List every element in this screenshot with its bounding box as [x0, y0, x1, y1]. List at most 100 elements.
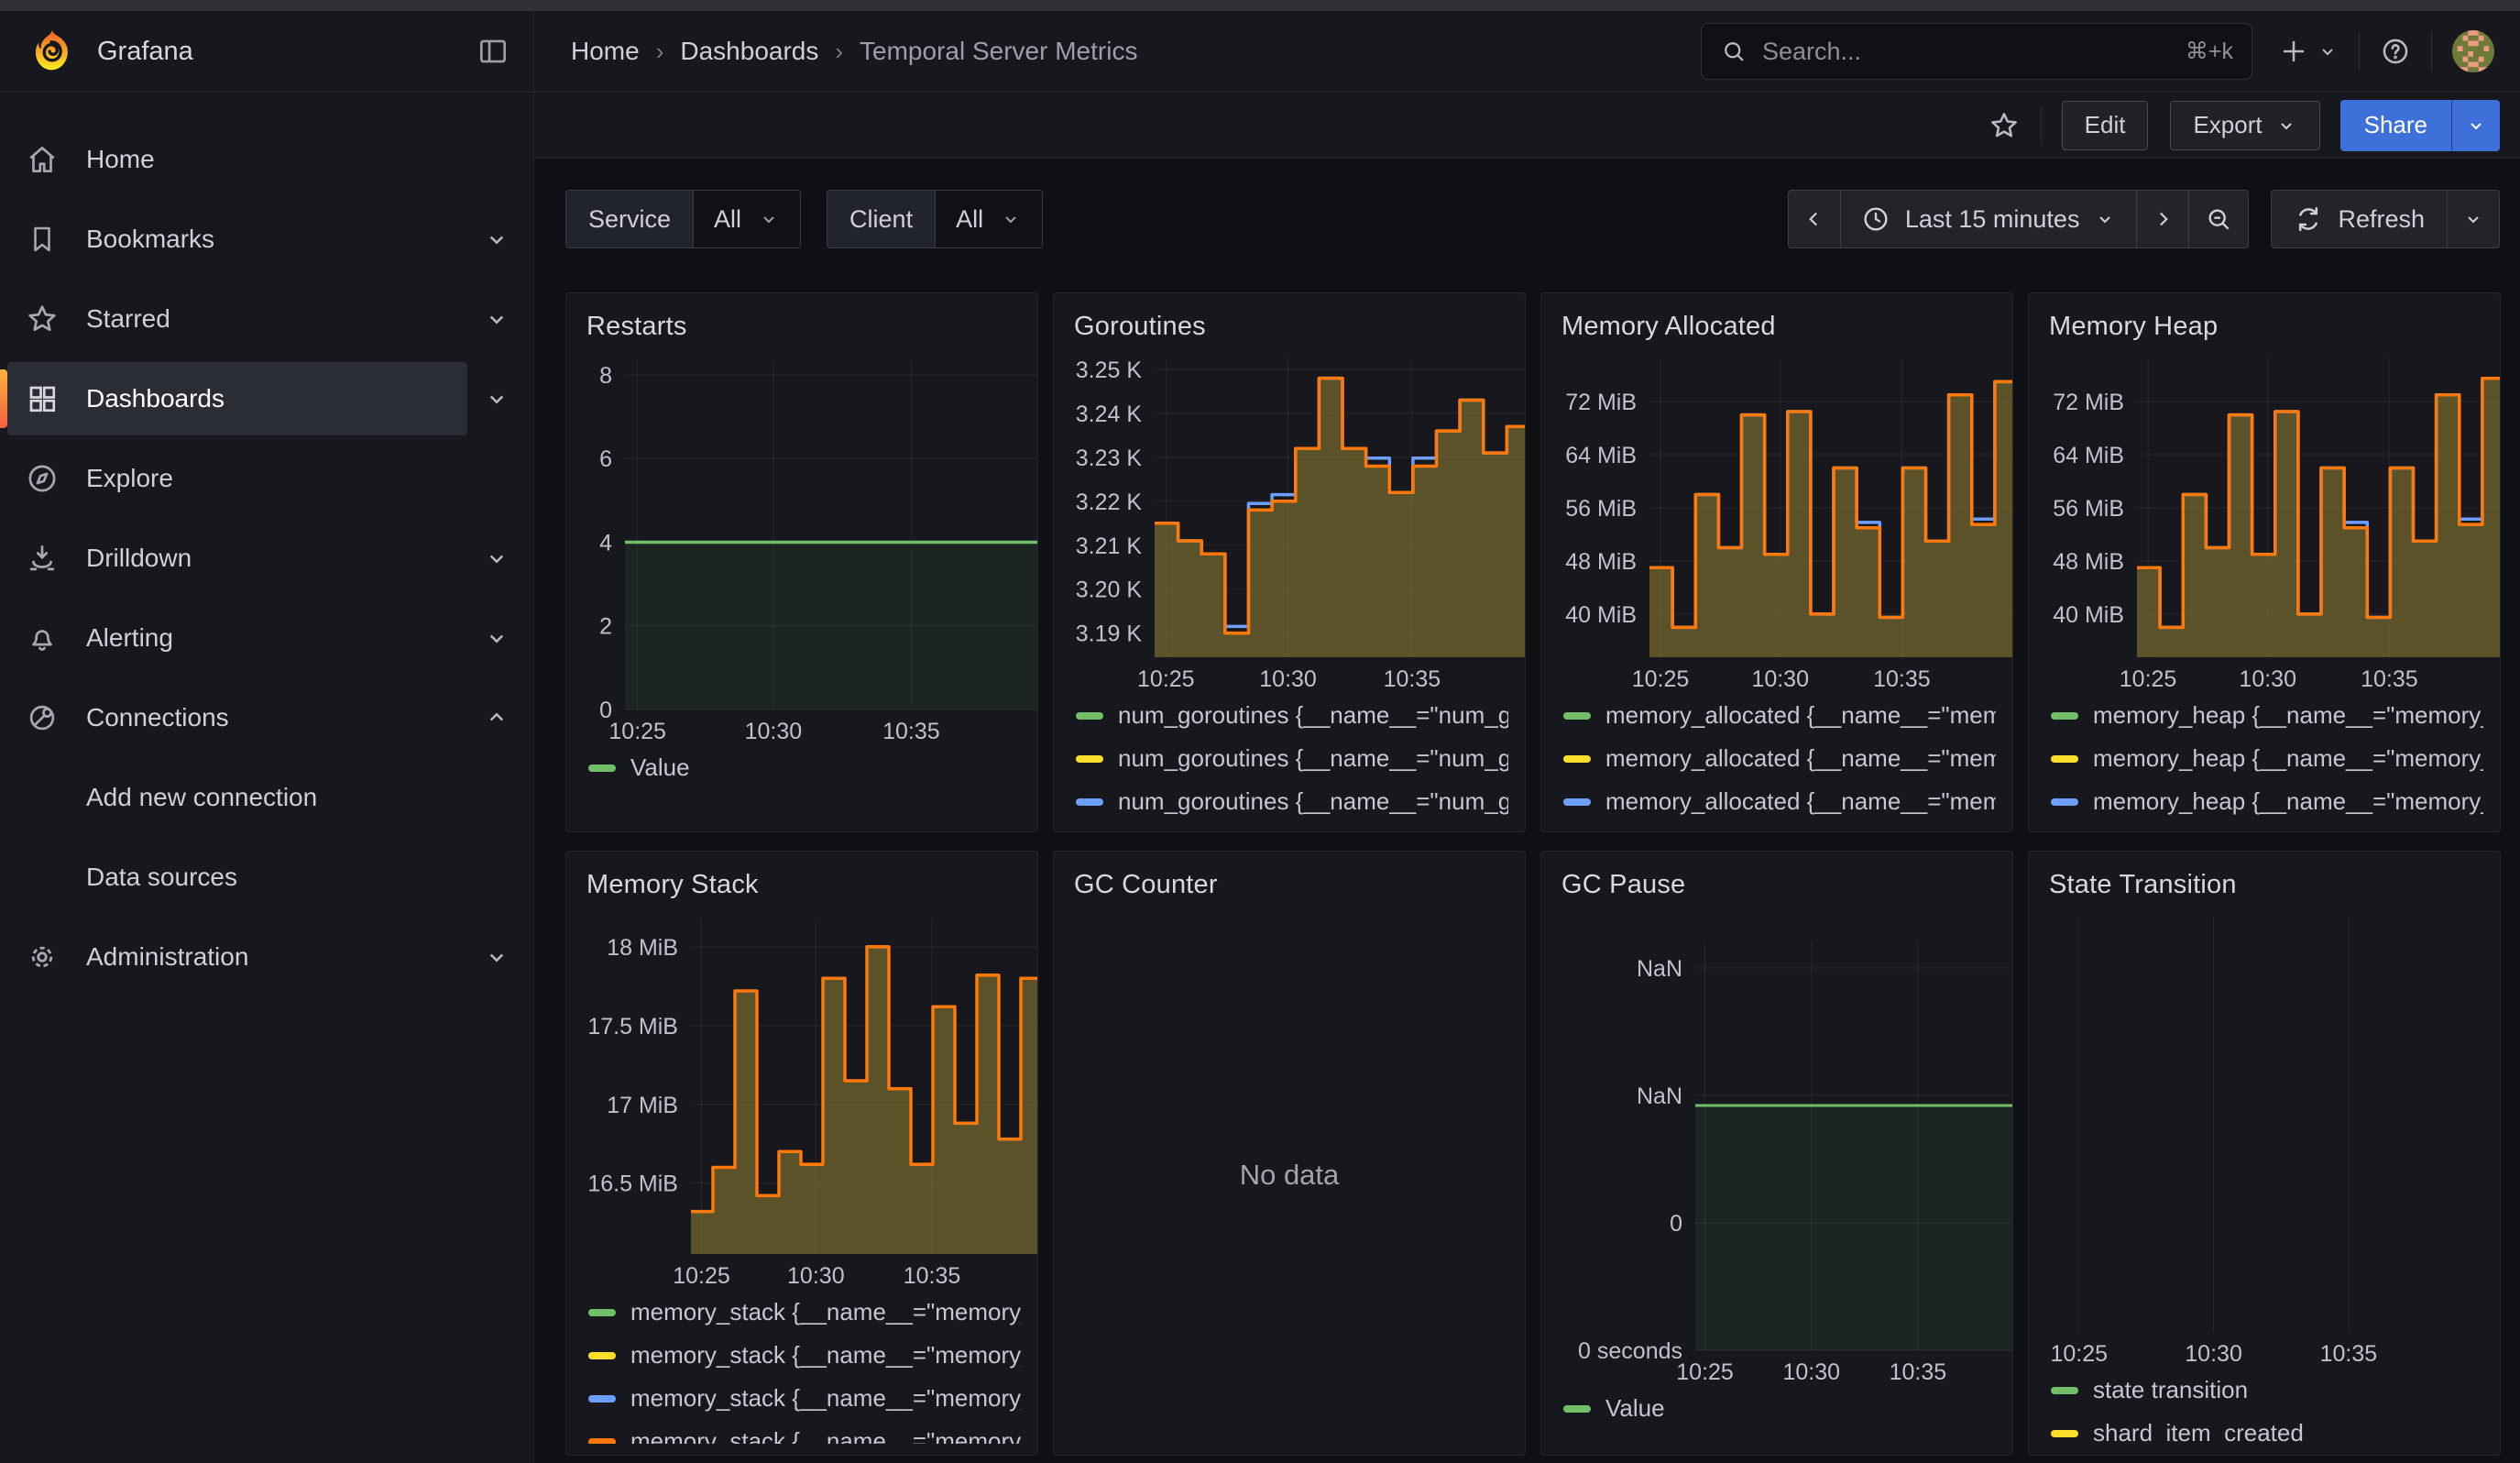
- chevron-down-icon[interactable]: [2317, 40, 2339, 62]
- legend-swatch[interactable]: [1563, 1405, 1591, 1413]
- chevron-up-icon[interactable]: [467, 704, 526, 732]
- memory-allocated-chart[interactable]: 40 MiB48 MiB56 MiB64 MiB72 MiB10:2510:30…: [1558, 347, 2013, 694]
- search-box[interactable]: ⌘+k: [1701, 23, 2252, 80]
- legend-item: num_goroutines {__name__="num_go: [1076, 694, 1508, 737]
- panel-title[interactable]: GC Counter: [1070, 863, 1508, 906]
- legend-label[interactable]: Value: [1605, 1394, 1665, 1423]
- time-back-button[interactable]: [1788, 190, 1841, 248]
- svg-text:17 MiB: 17 MiB: [607, 1093, 678, 1118]
- legend-label[interactable]: memory_allocated {__name__="memo: [1605, 744, 1996, 773]
- sidebar-item-explore[interactable]: Explore: [0, 442, 526, 515]
- legend-label[interactable]: memory_heap {__name__="memory_h: [2093, 701, 2483, 730]
- panel-title[interactable]: Memory Allocated: [1558, 304, 1996, 347]
- goroutines-chart[interactable]: 3.19 K3.20 K3.21 K3.22 K3.23 K3.24 K3.25…: [1070, 347, 1526, 694]
- legend-label[interactable]: state transition: [2093, 1376, 2248, 1404]
- refresh-interval-button[interactable]: [2448, 190, 2500, 248]
- legend-swatch[interactable]: [588, 1352, 616, 1359]
- sidebar-item-drilldown[interactable]: Drilldown: [0, 522, 526, 595]
- zoom-out-button[interactable]: [2189, 190, 2249, 248]
- legend-label[interactable]: memory_heap {__name__="memory_h: [2093, 787, 2483, 816]
- svg-text:72 MiB: 72 MiB: [2053, 390, 2124, 415]
- legend-swatch[interactable]: [1563, 798, 1591, 806]
- svg-text:10:25: 10:25: [673, 1263, 730, 1289]
- panel-title[interactable]: Memory Heap: [2045, 304, 2483, 347]
- legend-swatch[interactable]: [1563, 755, 1591, 763]
- sidebar-item-connections[interactable]: Connections: [0, 681, 526, 754]
- sidebar-item-alerting[interactable]: Alerting: [0, 601, 526, 675]
- panel-title[interactable]: Goroutines: [1070, 304, 1508, 347]
- share-menu-button[interactable]: [2451, 100, 2500, 151]
- time-range-picker[interactable]: Last 15 minutes: [1841, 190, 2138, 248]
- legend-swatch[interactable]: [1563, 712, 1591, 720]
- client-filter-value[interactable]: All: [936, 191, 1042, 248]
- legend-swatch[interactable]: [588, 1395, 616, 1402]
- chevron-down-icon[interactable]: [467, 544, 526, 572]
- sidebar-item-starred[interactable]: Starred: [0, 282, 526, 356]
- legend-label[interactable]: num_goroutines {__name__="num_go: [1118, 701, 1508, 730]
- star-dashboard-icon[interactable]: [1988, 109, 2021, 142]
- chevron-down-icon[interactable]: [467, 943, 526, 971]
- svg-text:72 MiB: 72 MiB: [1565, 390, 1637, 415]
- legend-label[interactable]: memory_allocated {__name__="memo: [1605, 787, 1996, 816]
- svg-text:64 MiB: 64 MiB: [1565, 443, 1637, 468]
- legend-swatch[interactable]: [1076, 798, 1103, 806]
- legend-swatch[interactable]: [2051, 1430, 2078, 1437]
- legend-label[interactable]: memory_stack {__name__="memory_s: [630, 1298, 1021, 1326]
- legend-swatch[interactable]: [2051, 712, 2078, 720]
- legend-swatch[interactable]: [1076, 755, 1103, 763]
- memory-stack-chart[interactable]: 16.5 MiB17 MiB17.5 MiB18 MiB10:2510:3010…: [583, 906, 1038, 1291]
- legend-label[interactable]: memory_stack {__name__="memory_s: [630, 1384, 1021, 1413]
- search-input[interactable]: [1760, 37, 2186, 67]
- legend-swatch[interactable]: [588, 1309, 616, 1316]
- restarts-chart[interactable]: 0246810:2510:3010:35: [583, 347, 1038, 746]
- chevron-down-icon[interactable]: [467, 226, 526, 253]
- state-transition-chart[interactable]: 10:2510:3010:35: [2045, 906, 2501, 1369]
- add-button[interactable]: [2278, 36, 2309, 67]
- breadcrumb-home[interactable]: Home: [571, 37, 640, 66]
- legend-swatch[interactable]: [2051, 798, 2078, 806]
- help-icon[interactable]: [2380, 36, 2411, 67]
- time-forward-button[interactable]: [2137, 190, 2189, 248]
- search-shortcut: ⌘+k: [2186, 38, 2233, 65]
- sidebar-item-add-new-connection[interactable]: Add new connection: [0, 761, 526, 834]
- sidebar: Grafana Home Bookmarks: [0, 11, 534, 1463]
- legend-label[interactable]: memory_allocated {__name__="memo: [1605, 701, 1996, 730]
- legend-label[interactable]: num_goroutines {__name__="num_go: [1118, 787, 1508, 816]
- sidebar-item-home[interactable]: Home: [0, 123, 526, 196]
- refresh-button[interactable]: Refresh: [2271, 190, 2448, 248]
- sidebar-item-administration[interactable]: Administration: [0, 920, 526, 994]
- legend-item: memory_allocated {__name__="memo: [1563, 780, 1996, 820]
- chevron-down-icon[interactable]: [467, 385, 526, 412]
- sidebar-item-dashboards[interactable]: Dashboards: [0, 362, 526, 435]
- sidebar-item-bookmarks[interactable]: Bookmarks: [0, 203, 526, 276]
- export-button[interactable]: Export: [2170, 101, 2319, 150]
- legend-swatch[interactable]: [1076, 712, 1103, 720]
- legend-label[interactable]: memory_stack {__name__="memory_s: [630, 1427, 1021, 1444]
- legend-item: memory_allocated {__name__="memo: [1563, 694, 1996, 737]
- panel-title[interactable]: GC Pause: [1558, 863, 1996, 906]
- legend-label[interactable]: num_goroutines {__name__="num_go: [1118, 744, 1508, 773]
- memory-heap-chart[interactable]: 40 MiB48 MiB56 MiB64 MiB72 MiB10:2510:30…: [2045, 347, 2501, 694]
- legend-label[interactable]: shard_item_created: [2093, 1419, 2304, 1444]
- legend-swatch[interactable]: [2051, 755, 2078, 763]
- legend-swatch[interactable]: [588, 1438, 616, 1445]
- chevron-down-icon[interactable]: [467, 305, 526, 333]
- legend-label[interactable]: Value: [630, 754, 690, 782]
- gc-pause-chart[interactable]: 0 seconds0NaNNaN10:2510:3010:35: [1558, 906, 2013, 1387]
- panel-title[interactable]: Memory Stack: [583, 863, 1021, 906]
- grafana-logo-icon[interactable]: [27, 28, 75, 75]
- legend-label[interactable]: memory_heap {__name__="memory_h: [2093, 744, 2483, 773]
- edit-button[interactable]: Edit: [2062, 101, 2149, 150]
- service-filter-value[interactable]: All: [694, 191, 800, 248]
- panel-title[interactable]: State Transition: [2045, 863, 2483, 906]
- panel-title[interactable]: Restarts: [583, 304, 1021, 347]
- breadcrumb-dashboards[interactable]: Dashboards: [680, 37, 818, 66]
- avatar[interactable]: [2452, 30, 2494, 72]
- chevron-down-icon[interactable]: [467, 624, 526, 652]
- legend-swatch[interactable]: [588, 764, 616, 772]
- sidebar-collapse-icon[interactable]: [475, 33, 511, 70]
- sidebar-item-data-sources[interactable]: Data sources: [0, 841, 526, 914]
- legend-swatch[interactable]: [2051, 1387, 2078, 1394]
- legend-label[interactable]: memory_stack {__name__="memory_s: [630, 1341, 1021, 1370]
- share-button[interactable]: Share: [2340, 100, 2451, 151]
